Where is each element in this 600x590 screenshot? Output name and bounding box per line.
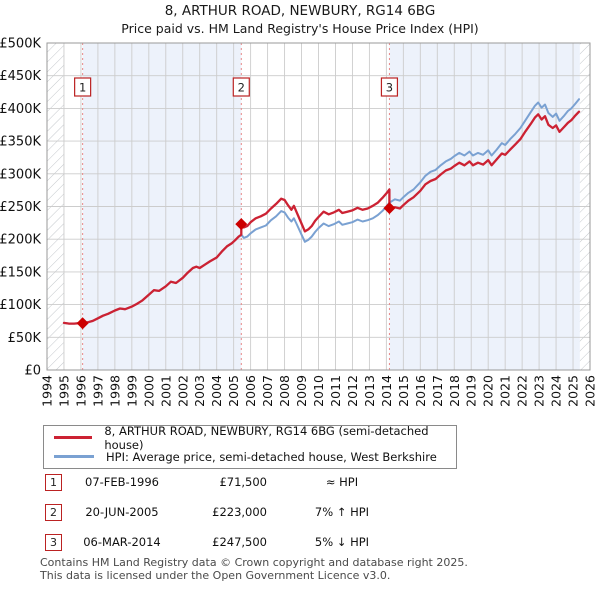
transaction-row: 2 20-JUN-2005 £223,000 7% ↑ HPI <box>40 502 470 522</box>
page-subtitle: Price paid vs. HM Land Registry's House … <box>121 21 479 36</box>
svg-text:2003: 2003 <box>192 375 207 407</box>
legend-entry-property: 8, ARTHUR ROAD, NEWBURY, RG14 6BG (semi-… <box>44 424 456 452</box>
transaction-hpi-relation: ≈ HPI <box>325 475 359 489</box>
svg-text:1998: 1998 <box>107 375 122 407</box>
svg-text:2015: 2015 <box>396 375 411 407</box>
chart-legend: 8, ARTHUR ROAD, NEWBURY, RG14 6BG (semi-… <box>43 424 457 469</box>
property-line-swatch <box>54 436 93 439</box>
hpi-line-swatch <box>54 455 94 458</box>
svg-text:2023: 2023 <box>532 375 547 407</box>
transaction-price: £223,000 <box>212 505 267 519</box>
legend-label-hpi: HPI: Average price, semi-detached house,… <box>106 449 437 464</box>
svg-text:£200K: £200K <box>0 233 41 248</box>
svg-text:1999: 1999 <box>124 375 139 407</box>
transaction-row: 1 07-FEB-1996 £71,500 ≈ HPI <box>40 472 470 492</box>
svg-text:2007: 2007 <box>260 375 275 407</box>
legend-entry-hpi: HPI: Average price, semi-detached house,… <box>44 447 456 466</box>
footer-line-2: This data is licensed under the Open Gov… <box>40 568 391 582</box>
svg-text:2012: 2012 <box>345 375 360 407</box>
svg-text:£500K: £500K <box>0 37 41 52</box>
svg-text:2: 2 <box>238 81 245 95</box>
transaction-number-badge: 3 <box>45 533 62 551</box>
price-chart: 1 2 3 £0 £50K £100K £150K £200K £250K £300K £350K £… <box>0 37 598 407</box>
svg-text:£0: £0 <box>24 364 41 379</box>
svg-text:£250K: £250K <box>0 200 41 215</box>
svg-text:2004: 2004 <box>209 375 224 407</box>
svg-text:2006: 2006 <box>243 375 258 407</box>
svg-text:2017: 2017 <box>430 375 445 407</box>
transaction-hpi-relation: 5% ↓ HPI <box>314 535 370 549</box>
svg-text:2020: 2020 <box>481 375 496 407</box>
transaction-date: 06-MAR-2014 <box>83 535 161 549</box>
transaction-number-badge: 1 <box>45 473 62 491</box>
svg-text:2000: 2000 <box>141 375 156 407</box>
transaction-price: £247,500 <box>212 535 267 549</box>
svg-text:2009: 2009 <box>294 375 309 407</box>
svg-text:2016: 2016 <box>413 375 428 407</box>
svg-text:2025: 2025 <box>566 375 581 407</box>
copyright-footer: Contains HM Land Registry data © Crown c… <box>40 556 468 582</box>
page-title: 8, ARTHUR ROAD, NEWBURY, RG14 6BG <box>164 3 436 19</box>
footer-line-1: Contains HM Land Registry data © Crown c… <box>40 556 468 569</box>
svg-text:2018: 2018 <box>447 375 462 407</box>
svg-text:1: 1 <box>79 81 86 95</box>
transaction-hpi-relation: 7% ↑ HPI <box>314 505 370 519</box>
svg-text:2014: 2014 <box>379 375 394 407</box>
svg-text:2013: 2013 <box>362 375 377 407</box>
transaction-date: 07-FEB-1996 <box>85 475 159 489</box>
svg-text:£400K: £400K <box>0 102 41 117</box>
svg-text:1996: 1996 <box>73 375 88 407</box>
svg-text:1997: 1997 <box>90 375 105 407</box>
svg-text:2022: 2022 <box>515 375 530 407</box>
svg-text:2021: 2021 <box>498 375 513 407</box>
svg-text:£100K: £100K <box>0 298 41 313</box>
svg-text:2024: 2024 <box>549 375 564 407</box>
svg-text:1995: 1995 <box>56 375 71 407</box>
svg-text:2001: 2001 <box>158 375 173 407</box>
svg-text:2005: 2005 <box>226 375 241 407</box>
svg-text:3: 3 <box>386 81 393 95</box>
svg-text:2002: 2002 <box>175 375 190 407</box>
svg-text:£350K: £350K <box>0 135 41 150</box>
svg-text:2019: 2019 <box>464 375 479 407</box>
transaction-number-badge: 2 <box>45 503 62 521</box>
transaction-date: 20-JUN-2005 <box>85 505 159 519</box>
svg-text:2008: 2008 <box>277 375 292 407</box>
svg-text:2026: 2026 <box>583 375 598 407</box>
transaction-price: £71,500 <box>219 475 267 489</box>
svg-text:£150K: £150K <box>0 265 41 280</box>
svg-text:2010: 2010 <box>311 375 326 407</box>
svg-text:2011: 2011 <box>328 375 343 407</box>
transaction-row: 3 06-MAR-2014 £247,500 5% ↓ HPI <box>40 532 470 552</box>
svg-text:£450K: £450K <box>0 69 41 84</box>
svg-text:£300K: £300K <box>0 167 41 182</box>
legend-label-property: 8, ARTHUR ROAD, NEWBURY, RG14 6BG (semi-… <box>104 423 429 452</box>
svg-text:1994: 1994 <box>40 375 55 407</box>
svg-text:£50K: £50K <box>8 331 42 346</box>
